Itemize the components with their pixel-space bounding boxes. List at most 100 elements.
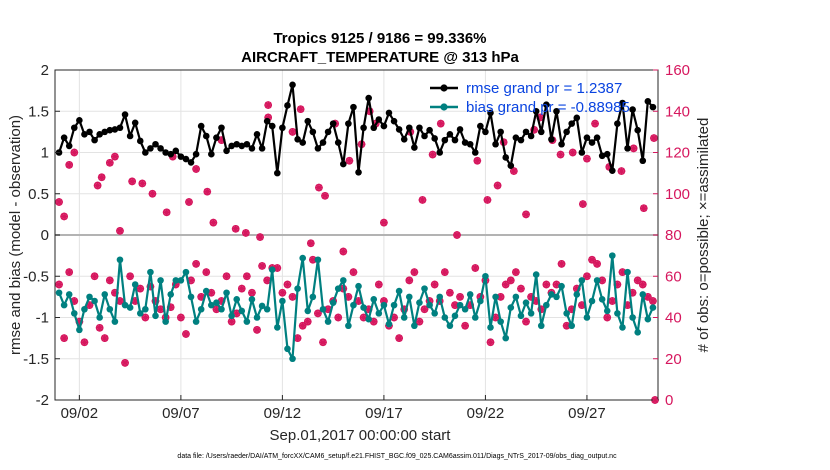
data-file-footnote: data file: /Users/raeder/DAI/ATM_forcXX/… bbox=[177, 453, 617, 460]
rmse-point bbox=[380, 122, 388, 130]
obs-assimilated-marker bbox=[182, 330, 190, 338]
obs-assimilated-marker bbox=[60, 212, 68, 221]
bias-point bbox=[289, 355, 296, 363]
rmse-point bbox=[461, 139, 469, 146]
bias-point bbox=[182, 268, 190, 276]
assimilated-stroke bbox=[578, 301, 586, 309]
assimilated-stroke bbox=[324, 305, 332, 313]
obs-assimilated-marker bbox=[608, 297, 617, 305]
bias-point bbox=[431, 310, 438, 317]
rmse-point bbox=[101, 128, 109, 136]
obs-assimilated-marker bbox=[100, 334, 109, 342]
rmse-point bbox=[456, 126, 464, 133]
bias-point bbox=[609, 252, 616, 259]
rmse-point bbox=[248, 145, 256, 152]
obs-assimilated-marker bbox=[242, 229, 250, 237]
obs-assimilated-marker bbox=[93, 181, 102, 190]
rmse-point bbox=[142, 149, 149, 156]
bias-point bbox=[507, 304, 515, 311]
obs-assimilated-marker bbox=[141, 313, 150, 322]
assimilated-stroke bbox=[55, 198, 63, 206]
bias-point bbox=[497, 318, 504, 325]
obs-assimilated-marker bbox=[644, 293, 652, 301]
bias-point bbox=[466, 291, 474, 298]
bias-point bbox=[451, 312, 459, 320]
bias-point bbox=[578, 277, 586, 284]
obs-assimilated-marker bbox=[617, 167, 626, 175]
obs-assimilated-marker bbox=[483, 196, 492, 204]
right-y-tick-label: 20 bbox=[665, 351, 682, 368]
rmse-point bbox=[274, 169, 281, 177]
obs-assimilated-marker bbox=[405, 276, 414, 285]
bias-point bbox=[70, 310, 78, 317]
left-y-tick-label: 1 bbox=[41, 145, 49, 162]
rmse-point bbox=[309, 128, 317, 136]
rmse-point bbox=[126, 132, 134, 140]
obs-assimilated-marker bbox=[473, 156, 482, 165]
obs-assimilated-marker bbox=[395, 334, 403, 342]
assimilated-stroke bbox=[517, 285, 525, 292]
rmse-point bbox=[558, 140, 565, 148]
obs-assimilated-marker bbox=[649, 297, 657, 305]
bias-point bbox=[299, 254, 306, 262]
assimilated-stroke bbox=[232, 225, 239, 233]
bias-point bbox=[487, 324, 494, 331]
bias-point bbox=[345, 322, 352, 330]
rmse-point bbox=[131, 119, 139, 127]
bias-point bbox=[350, 301, 357, 309]
assimilated-stroke bbox=[203, 188, 211, 195]
obs-assimilated-marker bbox=[522, 317, 530, 326]
bias-point bbox=[573, 291, 581, 298]
obs-assimilated-marker bbox=[90, 272, 99, 281]
rmse-point bbox=[106, 126, 114, 134]
assimilated-stroke bbox=[81, 338, 88, 346]
bias-point bbox=[76, 326, 83, 334]
rmse-point bbox=[350, 103, 357, 111]
obs-assimilated-marker bbox=[339, 247, 348, 256]
obs-assimilated-marker bbox=[583, 154, 591, 163]
assimilated-stroke bbox=[319, 338, 327, 346]
obs-assimilated-marker bbox=[303, 317, 312, 326]
rmse-point bbox=[136, 137, 144, 145]
rmse-point bbox=[451, 136, 459, 144]
assimilated-stroke bbox=[197, 293, 205, 301]
right-y-tick-label: 60 bbox=[665, 268, 682, 285]
legend-bias-swatch-marker bbox=[440, 103, 448, 111]
x-tick-label: 09/07 bbox=[162, 405, 200, 422]
obs-assimilated-marker bbox=[486, 338, 495, 347]
rmse-point bbox=[588, 139, 596, 146]
rmse-point bbox=[299, 139, 306, 146]
bias-point bbox=[243, 318, 251, 325]
assimilated-stroke bbox=[126, 272, 134, 280]
rmse-point bbox=[162, 149, 169, 156]
bias-point bbox=[238, 307, 246, 315]
assimilated-stroke bbox=[55, 281, 63, 288]
rmse-point bbox=[634, 126, 641, 134]
rmse-point bbox=[492, 140, 499, 148]
assimilated-stroke bbox=[553, 281, 560, 288]
assimilated-stroke bbox=[484, 196, 491, 204]
obs-assimilated-marker bbox=[578, 301, 586, 309]
bias-point bbox=[502, 334, 510, 342]
x-tick-label: 09/02 bbox=[61, 405, 99, 422]
assimilated-stroke bbox=[558, 260, 565, 268]
rmse-point bbox=[375, 116, 383, 123]
assimilated-stroke bbox=[375, 281, 383, 288]
bias-point bbox=[197, 305, 205, 313]
rmse-point bbox=[639, 157, 647, 165]
left-y-tick-label: -1.5 bbox=[23, 351, 49, 368]
bias-point bbox=[167, 291, 175, 298]
rmse-point bbox=[360, 124, 367, 132]
assimilated-stroke bbox=[192, 165, 200, 173]
assimilated-stroke bbox=[609, 297, 616, 305]
assimilated-stroke bbox=[263, 277, 271, 284]
obs-assimilated-marker bbox=[264, 101, 272, 109]
assimilated-stroke bbox=[228, 318, 235, 325]
rmse-point bbox=[644, 98, 652, 105]
obs-assimilated-marker bbox=[209, 218, 218, 227]
obs-assimilated-marker bbox=[380, 218, 388, 227]
assimilated-stroke bbox=[630, 145, 637, 152]
rmse-point bbox=[182, 155, 190, 163]
bias-point bbox=[390, 301, 398, 309]
assimilated-stroke bbox=[177, 314, 185, 321]
